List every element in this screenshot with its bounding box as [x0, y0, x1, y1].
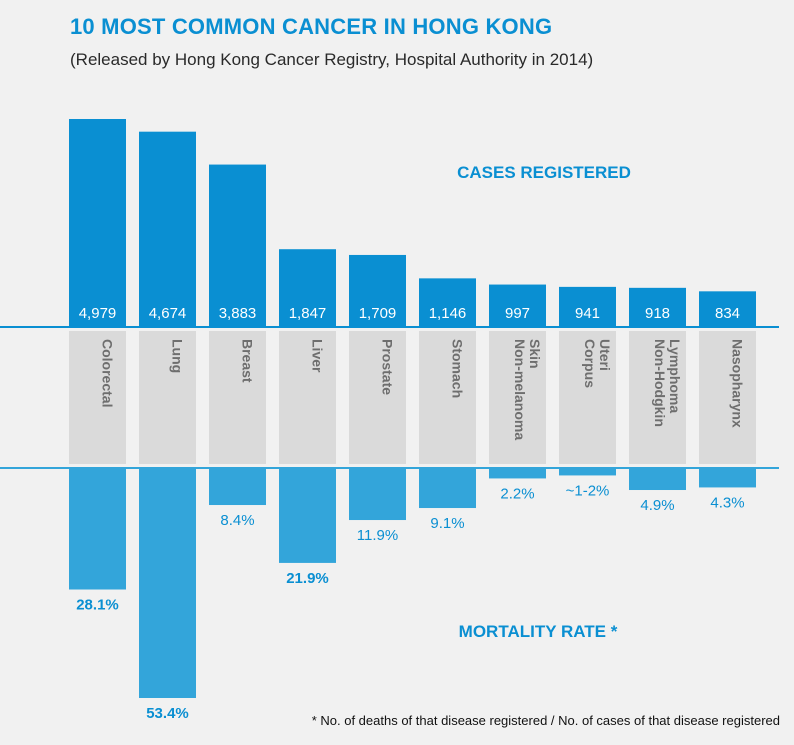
mortality-bar — [349, 469, 406, 521]
category-label: Non-Hodgkin Lymphoma — [652, 339, 683, 427]
category-band — [349, 331, 406, 464]
category-label: Corpus Uteri — [582, 339, 613, 388]
category-label-line: Skin — [527, 339, 543, 369]
series-label-cases: CASES REGISTERED — [457, 163, 631, 182]
cases-value-label: 941 — [575, 305, 600, 322]
mortality-value-label: 4.9% — [640, 497, 674, 514]
mortality-bar — [629, 469, 686, 491]
category-label-line: Nasopharynx — [730, 339, 746, 428]
category-label: Lung — [170, 339, 186, 373]
cases-bar — [139, 131, 196, 326]
chart-title: 10 MOST COMMON CANCER IN HONG KONG — [70, 14, 553, 39]
cases-bar — [629, 287, 686, 326]
cases-bar — [419, 278, 476, 326]
cases-bar — [349, 254, 406, 326]
chart-subtitle: (Released by Hong Kong Cancer Registry, … — [70, 50, 594, 69]
cases-value-label: 1,847 — [289, 305, 327, 322]
cases-bar — [489, 284, 546, 326]
mortality-value-label: 8.4% — [220, 512, 254, 529]
series-label-mortality: MORTALITY RATE * — [459, 622, 618, 641]
category-label-line: Corpus — [582, 339, 598, 388]
category-band — [139, 331, 196, 464]
mortality-value-label: 2.2% — [500, 485, 534, 502]
cases-value-label: 1,146 — [429, 305, 467, 322]
cases-value-label: 1,709 — [359, 305, 397, 322]
mortality-bar — [69, 469, 126, 590]
category-label: Non-melanoma Skin — [512, 339, 543, 440]
cases-bar — [699, 291, 756, 326]
mortality-bar — [139, 469, 196, 698]
category-label-line: Breast — [240, 339, 256, 383]
category-label-line: Uteri — [597, 339, 613, 371]
footnote: * No. of deaths of that disease register… — [311, 713, 780, 728]
cases-value-label: 834 — [715, 305, 740, 322]
category-label-line: Lung — [170, 339, 186, 373]
category-band — [629, 331, 686, 464]
cases-value-label: 997 — [505, 305, 530, 322]
category-band — [279, 331, 336, 464]
category-label: Colorectal — [100, 339, 116, 407]
category-band — [419, 331, 476, 464]
category-label-line: Colorectal — [100, 339, 116, 407]
category-label-line: Non-Hodgkin — [652, 339, 668, 427]
mortality-bar — [559, 469, 616, 476]
cases-bar — [559, 286, 616, 326]
mortality-bar — [279, 469, 336, 563]
mortality-bar — [489, 469, 546, 479]
category-band — [209, 331, 266, 464]
mortality-value-label: 28.1% — [76, 597, 119, 614]
mortality-bar — [419, 469, 476, 509]
cases-bar — [69, 119, 126, 326]
category-label-line: Stomach — [450, 339, 466, 398]
category-label-line: Non-melanoma — [512, 339, 528, 440]
category-label-line: Prostate — [380, 339, 396, 395]
mortality-value-label: 9.1% — [430, 515, 464, 532]
mortality-bar — [699, 469, 756, 488]
mortality-value-label: ~1-2% — [566, 482, 610, 499]
category-label-line: Lymphoma — [667, 339, 683, 413]
category-label: Nasopharynx — [730, 339, 746, 428]
category-band — [489, 331, 546, 464]
cases-value-label: 4,979 — [79, 305, 117, 322]
category-band — [69, 331, 126, 464]
mortality-bar — [209, 469, 266, 506]
category-band — [559, 331, 616, 464]
cases-value-label: 3,883 — [219, 305, 257, 322]
category-label: Prostate — [380, 339, 396, 395]
category-label-line: Liver — [310, 339, 326, 373]
cases-value-label: 918 — [645, 305, 670, 322]
mortality-value-label: 21.9% — [286, 570, 329, 587]
mortality-value-label: 53.4% — [146, 705, 189, 722]
category-label: Stomach — [450, 339, 466, 398]
category-label: Breast — [240, 339, 256, 383]
mortality-value-label: 4.3% — [710, 494, 744, 511]
mortality-value-label: 11.9% — [357, 527, 398, 544]
cases-bar — [209, 164, 266, 326]
category-label: Liver — [310, 339, 326, 373]
category-band — [699, 331, 756, 464]
cases-value-label: 4,674 — [149, 305, 187, 322]
cases-bar — [279, 249, 336, 326]
